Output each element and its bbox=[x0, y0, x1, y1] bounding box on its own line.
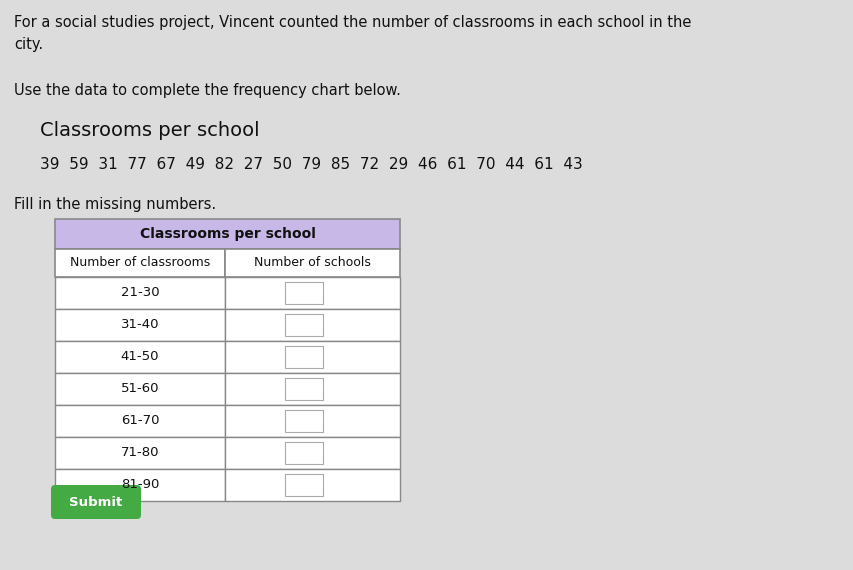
Text: For a social studies project, Vincent counted the number of classrooms in each s: For a social studies project, Vincent co… bbox=[14, 15, 691, 52]
Text: 71-80: 71-80 bbox=[120, 446, 159, 459]
Text: 41-50: 41-50 bbox=[120, 351, 159, 364]
Bar bbox=[224, 309, 399, 341]
Bar bbox=[285, 314, 323, 336]
Bar bbox=[55, 437, 224, 469]
Text: 21-30: 21-30 bbox=[120, 287, 160, 299]
Text: Use the data to complete the frequency chart below.: Use the data to complete the frequency c… bbox=[14, 83, 400, 98]
Bar bbox=[55, 341, 224, 373]
Text: Classrooms per school: Classrooms per school bbox=[40, 121, 259, 140]
Bar bbox=[224, 405, 399, 437]
Text: 51-60: 51-60 bbox=[120, 382, 159, 396]
Bar bbox=[55, 219, 399, 249]
Text: Fill in the missing numbers.: Fill in the missing numbers. bbox=[14, 197, 216, 212]
Bar bbox=[55, 405, 224, 437]
Bar bbox=[224, 341, 399, 373]
Bar bbox=[224, 437, 399, 469]
Text: 31-40: 31-40 bbox=[120, 319, 159, 332]
Text: 39  59  31  77  67  49  82  27  50  79  85  72  29  46  61  70  44  61  43: 39 59 31 77 67 49 82 27 50 79 85 72 29 4… bbox=[40, 157, 582, 172]
Bar bbox=[224, 249, 399, 277]
Bar bbox=[285, 442, 323, 464]
Bar bbox=[285, 378, 323, 400]
Bar bbox=[55, 249, 224, 277]
Text: Classrooms per school: Classrooms per school bbox=[139, 227, 315, 241]
Text: Submit: Submit bbox=[69, 495, 123, 508]
Bar bbox=[285, 282, 323, 304]
Text: Number of classrooms: Number of classrooms bbox=[70, 256, 210, 270]
Bar bbox=[55, 373, 224, 405]
Bar bbox=[55, 469, 224, 501]
Bar bbox=[285, 346, 323, 368]
Bar bbox=[285, 410, 323, 432]
Text: 61-70: 61-70 bbox=[120, 414, 159, 428]
Text: Number of schools: Number of schools bbox=[253, 256, 370, 270]
Bar bbox=[224, 277, 399, 309]
FancyBboxPatch shape bbox=[51, 485, 141, 519]
Bar bbox=[224, 469, 399, 501]
Text: 81-90: 81-90 bbox=[120, 478, 159, 491]
Bar bbox=[55, 277, 224, 309]
Bar bbox=[55, 309, 224, 341]
Bar bbox=[224, 373, 399, 405]
Bar bbox=[285, 474, 323, 496]
